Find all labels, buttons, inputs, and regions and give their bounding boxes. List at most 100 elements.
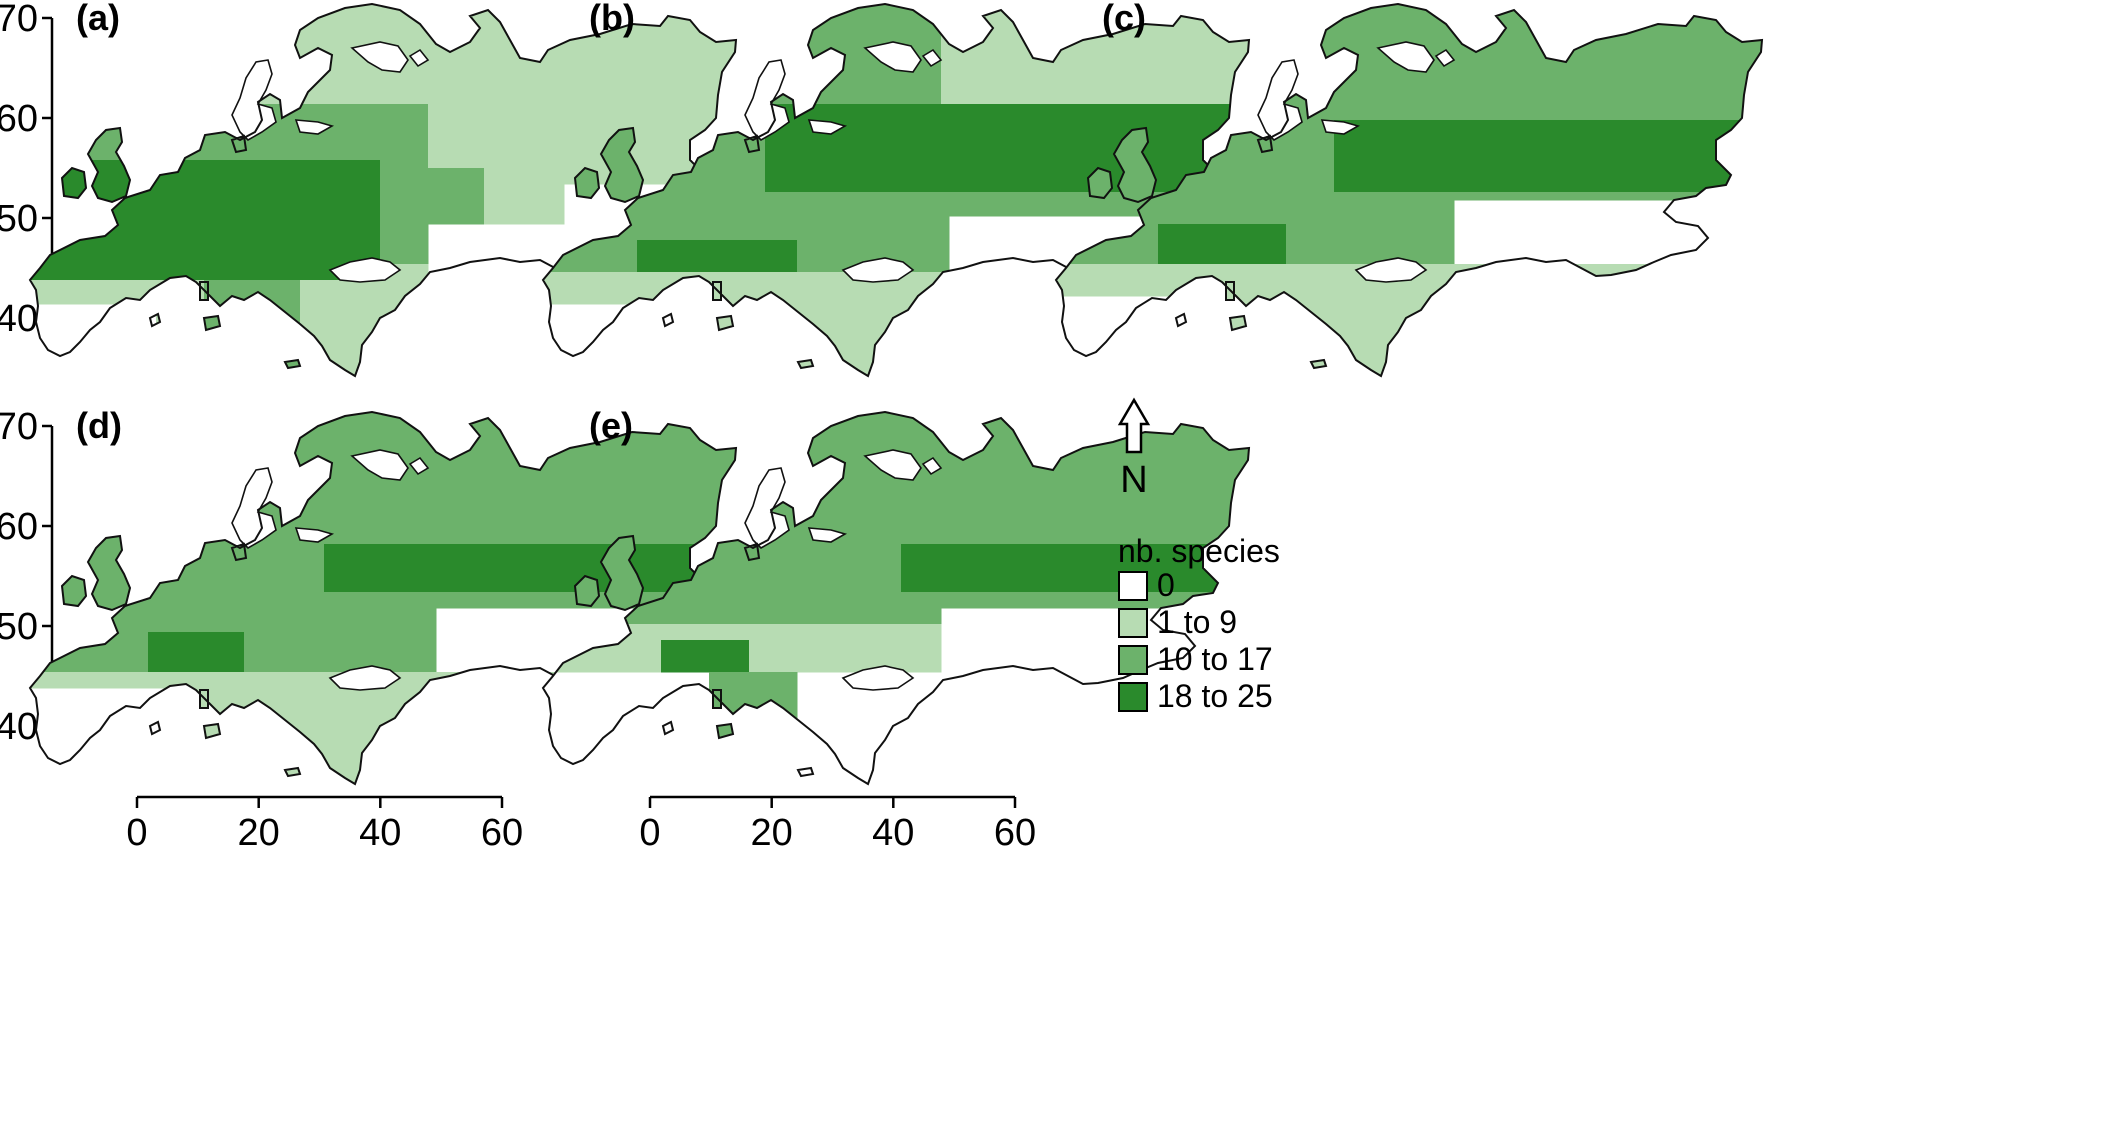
richness-cell bbox=[444, 152, 453, 161]
richness-cell bbox=[645, 16, 654, 25]
richness-cell bbox=[268, 176, 277, 185]
richness-cell bbox=[548, 160, 557, 169]
richness-cell bbox=[460, 24, 469, 33]
richness-cell bbox=[941, 88, 950, 97]
richness-cell bbox=[236, 376, 245, 385]
richness-cell bbox=[1173, 4, 1182, 9]
richness-cell bbox=[548, 32, 557, 41]
richness-cell bbox=[356, 144, 365, 153]
richness-cell bbox=[220, 32, 229, 41]
richness-cell bbox=[1165, 16, 1174, 25]
richness-cell bbox=[612, 80, 621, 89]
richness-cell bbox=[540, 336, 549, 345]
richness-cell bbox=[1245, 40, 1249, 49]
richness-cell bbox=[292, 4, 301, 9]
richness-cell bbox=[188, 272, 197, 281]
richness-cell bbox=[76, 272, 85, 281]
richness-cell bbox=[420, 96, 429, 105]
richness-cell bbox=[540, 72, 549, 81]
richness-cell bbox=[1149, 64, 1158, 73]
richness-cell bbox=[1061, 24, 1070, 33]
richness-cell bbox=[1189, 104, 1198, 113]
richness-cell bbox=[284, 200, 293, 209]
richness-cell bbox=[1133, 88, 1142, 97]
richness-cell bbox=[260, 304, 269, 313]
richness-cell bbox=[100, 240, 109, 249]
richness-cell bbox=[1109, 104, 1118, 113]
richness-cell bbox=[668, 24, 677, 33]
richness-cell bbox=[276, 360, 285, 369]
richness-cell bbox=[172, 48, 181, 57]
richness-cell bbox=[364, 104, 373, 113]
richness-cell bbox=[300, 264, 309, 273]
richness-cell bbox=[412, 120, 421, 129]
richness-cell bbox=[436, 320, 445, 329]
richness-cell bbox=[845, 112, 854, 121]
richness-cell bbox=[1141, 96, 1150, 105]
richness-cell bbox=[1085, 128, 1094, 137]
richness-cell bbox=[220, 352, 229, 361]
richness-cell bbox=[380, 80, 389, 89]
richness-cell bbox=[564, 48, 573, 57]
richness-cell bbox=[1005, 104, 1014, 113]
richness-cell bbox=[212, 40, 221, 49]
richness-cell bbox=[76, 128, 85, 137]
richness-cell bbox=[684, 80, 693, 89]
richness-cell bbox=[276, 376, 285, 385]
richness-cell bbox=[36, 160, 45, 169]
richness-cell bbox=[732, 40, 736, 49]
richness-cell bbox=[484, 352, 493, 361]
richness-cell bbox=[132, 264, 141, 273]
richness-cell bbox=[188, 240, 197, 249]
richness-cell bbox=[220, 368, 229, 376]
richness-cell bbox=[172, 176, 181, 185]
richness-cell bbox=[1093, 72, 1102, 81]
richness-cell bbox=[204, 152, 213, 161]
richness-cell bbox=[580, 88, 589, 97]
richness-cell bbox=[220, 56, 229, 65]
richness-cell bbox=[276, 256, 285, 265]
richness-cell bbox=[901, 8, 910, 17]
richness-cell bbox=[492, 56, 501, 65]
richness-cell bbox=[492, 336, 501, 345]
richness-cell bbox=[476, 64, 485, 73]
richness-cell bbox=[292, 136, 301, 145]
richness-cell bbox=[92, 72, 101, 81]
richness-cell bbox=[300, 304, 309, 313]
richness-cell bbox=[749, 24, 758, 33]
richness-cell bbox=[164, 144, 173, 153]
richness-cell bbox=[1149, 40, 1158, 49]
richness-cell bbox=[644, 16, 653, 25]
richness-cell bbox=[444, 4, 453, 9]
richness-cell bbox=[180, 208, 189, 217]
richness-cell bbox=[292, 72, 301, 81]
richness-cell bbox=[813, 112, 822, 121]
y-tick-label: 50 bbox=[0, 198, 38, 240]
richness-cell bbox=[132, 248, 141, 257]
richness-cell bbox=[388, 224, 397, 233]
richness-cell bbox=[1197, 24, 1206, 33]
richness-cell bbox=[132, 216, 141, 225]
richness-cell bbox=[132, 120, 141, 129]
richness-cell bbox=[52, 264, 61, 273]
richness-cell bbox=[100, 168, 109, 177]
richness-cell bbox=[516, 376, 525, 385]
richness-cell bbox=[660, 128, 669, 137]
richness-cell bbox=[244, 40, 253, 49]
richness-cell bbox=[284, 264, 293, 273]
richness-cell bbox=[565, 16, 574, 25]
richness-cell bbox=[428, 24, 437, 33]
richness-cell bbox=[324, 368, 333, 376]
richness-cell bbox=[132, 80, 141, 89]
richness-cell bbox=[364, 32, 373, 41]
richness-cell bbox=[676, 168, 685, 177]
richness-cell bbox=[124, 144, 133, 153]
richness-cell bbox=[316, 376, 325, 385]
richness-cell bbox=[380, 296, 389, 305]
richness-cell bbox=[84, 136, 93, 145]
richness-cell bbox=[196, 304, 205, 313]
richness-cell bbox=[428, 200, 437, 209]
richness-cell bbox=[652, 136, 661, 145]
richness-cell bbox=[700, 56, 709, 65]
richness-cell bbox=[781, 24, 790, 33]
